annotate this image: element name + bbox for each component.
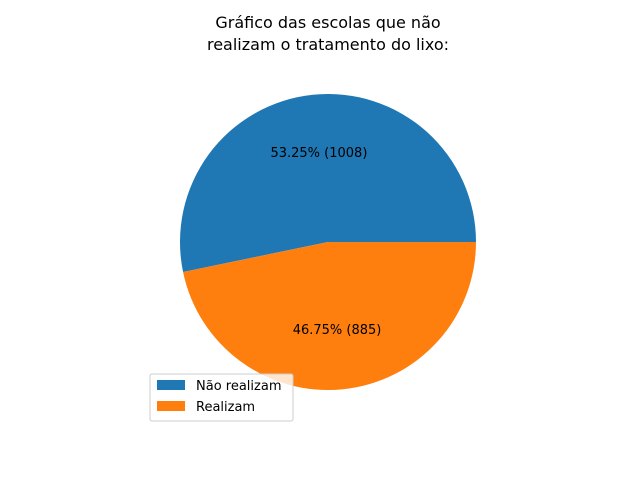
chart-title-line-1: Gráfico das escolas que não — [215, 13, 440, 32]
pie-chart: 53.25% (1008) 46.75% (885) — [179, 94, 476, 391]
pie-slice-nao-realizam — [179, 94, 476, 273]
pie-label-realizam: 46.75% (885) — [293, 323, 382, 338]
legend-label-realizam: Realizam — [196, 400, 255, 415]
pie-label-nao-realizam: 53.25% (1008) — [270, 146, 367, 161]
chart-title-line-2: realizam o tratamento do lixo: — [207, 35, 449, 54]
legend: Não realizam Realizam — [149, 373, 294, 422]
legend-label-nao-realizam: Não realizam — [196, 379, 281, 394]
legend-frame — [149, 373, 294, 422]
legend-swatch-nao-realizam — [157, 380, 185, 390]
pie-slice-realizam — [183, 242, 476, 391]
legend-swatch-realizam — [157, 401, 185, 411]
